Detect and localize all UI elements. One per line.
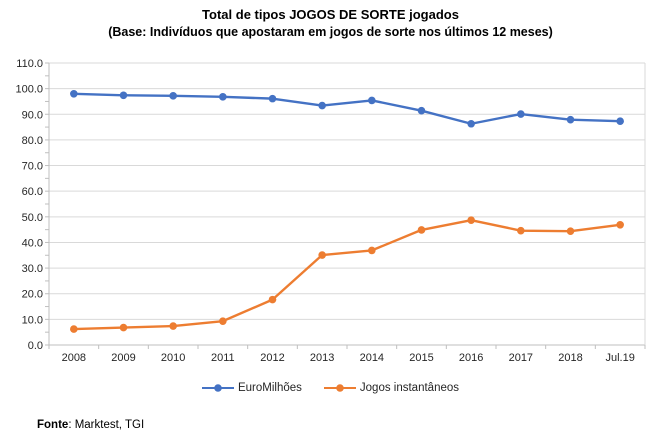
- x-tick-label: 2016: [459, 352, 483, 364]
- y-tick-label: 40.0: [22, 237, 43, 249]
- series-marker-1: [219, 317, 227, 325]
- series-marker-1: [368, 246, 376, 255]
- legend-item-1: Jogos instantâneos: [323, 382, 460, 394]
- series-marker-1: [318, 251, 326, 259]
- y-tick-label: 60.0: [22, 186, 43, 198]
- chart-subtitle: (Base: Indivíduos que apostaram em jogos…: [108, 25, 553, 39]
- series-marker-0: [169, 92, 177, 100]
- y-tick-label: 0.0: [28, 340, 43, 352]
- y-tick-label: 30.0: [22, 263, 43, 275]
- series-marker-1: [566, 227, 575, 235]
- legend-label: Jogos instantâneos: [359, 382, 460, 394]
- y-tick-label: 20.0: [22, 289, 43, 301]
- series-marker-0: [268, 94, 277, 103]
- series-marker-1: [70, 325, 78, 333]
- series-marker-0: [318, 101, 326, 110]
- series-marker-0: [219, 93, 227, 101]
- x-tick-label: 2009: [111, 352, 135, 364]
- series-marker-0: [517, 110, 525, 118]
- legend-item-0: EuroMilhões: [201, 382, 302, 394]
- y-tick-label: 90.0: [22, 109, 43, 121]
- legend-line-marker-icon: [323, 384, 356, 392]
- x-tick-label: 2010: [161, 352, 185, 364]
- y-tick-label: 80.0: [22, 135, 43, 147]
- x-tick-label: 2014: [360, 352, 384, 364]
- x-tick-label: 2011: [211, 352, 235, 364]
- x-tick-label: 2013: [310, 352, 334, 364]
- series-marker-0: [616, 117, 624, 125]
- y-tick-label: 70.0: [22, 161, 43, 173]
- source-note-label: Fonte: [37, 419, 69, 431]
- x-tick-label: 2015: [409, 352, 433, 364]
- y-tick-label: 50.0: [22, 212, 43, 224]
- series-line-1: [73, 218, 621, 331]
- source-note-text: : Marktest, TGI: [68, 419, 145, 431]
- chart-title: Total de tipos JOGOS DE SORTE jogados: [202, 7, 459, 22]
- line-chart: 0.0 10.0 20.0 30.0 40.0 50.0 60.0 70.0 80.0 90.0 1…: [15, 58, 646, 364]
- series-marker-0: [70, 89, 78, 98]
- series-marker-1: [417, 226, 426, 234]
- series-marker-1: [268, 295, 277, 304]
- series-line-0: [73, 92, 621, 125]
- x-tick-label: 2018: [558, 352, 582, 364]
- y-tick-label: 110.0: [16, 58, 43, 70]
- legend-label: EuroMilhões: [237, 382, 302, 394]
- series-marker-1: [517, 226, 525, 235]
- x-tick-label: 2008: [62, 352, 86, 364]
- y-tick-label: 10.0: [22, 314, 43, 326]
- series-marker-0: [467, 119, 475, 128]
- chart-legend: EuroMilhões Jogos instantâneos: [0, 382, 661, 394]
- series-marker-0: [417, 106, 426, 115]
- x-tick-label: 2012: [260, 352, 284, 364]
- y-tick-label: 100.0: [15, 84, 43, 96]
- series-marker-1: [169, 322, 177, 330]
- x-tick-label: 2017: [509, 352, 533, 364]
- series-marker-1: [467, 216, 475, 224]
- series-marker-0: [119, 91, 128, 100]
- series-marker-1: [616, 220, 624, 229]
- source-note: Fonte: Marktest, TGI: [37, 419, 144, 431]
- series-marker-0: [566, 115, 575, 124]
- legend-line-marker-icon: [201, 384, 234, 392]
- x-tick-label: Jul.19: [605, 352, 634, 364]
- series-marker-0: [368, 96, 376, 105]
- series-marker-1: [119, 323, 128, 332]
